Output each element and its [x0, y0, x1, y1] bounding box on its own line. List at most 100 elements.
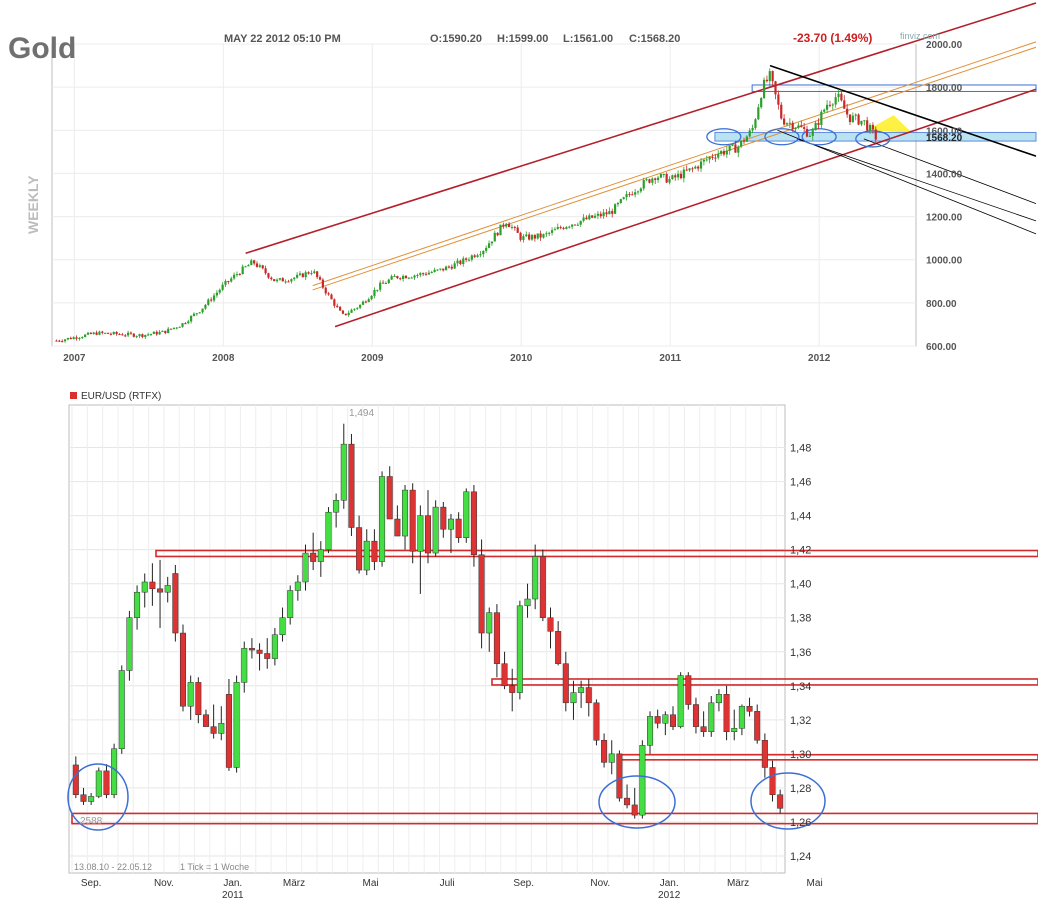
gold-candle: [115, 332, 118, 335]
eurusd-candle: [95, 770, 102, 797]
gold-candle: [465, 258, 468, 260]
gold-candle: [381, 282, 385, 284]
gold-candle: [757, 107, 760, 120]
gold-candle: [470, 255, 473, 260]
gold-candle: [109, 333, 112, 335]
eurusd-candle: [88, 796, 95, 802]
eurusd-x-tick: Mai: [363, 878, 379, 889]
eurusd-candle: [616, 753, 623, 799]
eurusd-candle: [547, 617, 554, 632]
gold-candle: [765, 79, 769, 82]
gold-candle: [356, 307, 359, 309]
eurusd-band-126: [71, 812, 1038, 825]
gold-candle: [602, 212, 605, 217]
gold-candle: [204, 304, 207, 309]
eurusd-candle: [325, 511, 332, 550]
gold-candle: [682, 169, 685, 179]
eurusd-y-axis: 1,48 1,46 1,44 1,42 1,40 1,38 1,36 1,34 1,32 1,30…: [790, 443, 811, 863]
gold-candle: [424, 273, 428, 275]
gold-candle: [399, 278, 402, 280]
gold-candle: [112, 332, 115, 335]
eurusd-candle: [723, 694, 730, 732]
gold-candle: [539, 233, 542, 238]
gold-candle: [525, 234, 528, 237]
gold-candle: [651, 178, 654, 183]
eurusd-candle: [578, 687, 585, 693]
gold-candle: [95, 332, 98, 335]
gold-candle: [69, 337, 72, 340]
gold-candle: [685, 169, 688, 171]
gold-candle: [147, 334, 150, 336]
eurusd-candle: [118, 670, 125, 750]
eurusd-candle: [754, 711, 761, 741]
eurusd-candle: [562, 663, 569, 704]
eurusd-candle: [524, 598, 531, 607]
gold-candle: [169, 328, 173, 330]
eurusd-candle: [738, 705, 745, 729]
eurusd-candle: [202, 714, 209, 727]
eurusd-candle: [585, 687, 592, 704]
eurusd-candle: [624, 797, 631, 806]
gold-candle: [711, 156, 714, 158]
gold-x-tick: 2011: [659, 353, 681, 364]
gold-candle: [167, 328, 170, 334]
gold-candle: [121, 334, 124, 336]
gold-candle: [771, 71, 774, 82]
gold-source[interactable]: finviz.com: [900, 31, 940, 41]
eurusd-candle: [654, 716, 661, 724]
gold-candle: [104, 332, 107, 334]
gold-candle: [719, 151, 723, 154]
gold-candle: [55, 340, 58, 342]
gold-candle: [210, 299, 213, 301]
gold-candle: [459, 260, 462, 265]
eurusd-peak-label: 1,494: [349, 408, 374, 419]
gold-candle: [576, 224, 579, 226]
gold-support-ellipse: [764, 128, 800, 146]
eurusd-candle: [509, 685, 516, 693]
gold-candle: [430, 271, 433, 273]
eurusd-plot-area: [68, 404, 786, 874]
gold-candle: [316, 271, 319, 278]
gold-candle: [777, 94, 780, 105]
gold-candle: [717, 153, 720, 158]
gold-candle: [553, 229, 557, 231]
gold-candle: [304, 272, 307, 278]
gold-candle: [794, 127, 797, 130]
gold-candle: [124, 335, 127, 337]
gold-candle: [662, 173, 665, 175]
gold-support-ellipse: [706, 128, 742, 146]
gold-candle: [255, 263, 259, 267]
eurusd-support-ellipse: [750, 772, 826, 830]
eurusd-x-tick: Mai: [807, 878, 823, 889]
gold-x-tick: 2008: [212, 353, 235, 364]
gold-candle: [834, 97, 837, 105]
gold-candle: [542, 234, 545, 238]
eurusd-candle: [685, 675, 692, 705]
eurusd-y-tick: 1,42: [790, 545, 811, 557]
gold-candle: [149, 333, 153, 335]
gold-inner-channel-1: [312, 41, 1037, 287]
gold-last-price: 1568.20: [926, 133, 963, 144]
eurusd-x-tick: März: [283, 878, 305, 889]
gold-plot-area: [51, 43, 917, 347]
eurusd-candle: [103, 770, 110, 795]
gold-candle: [215, 292, 218, 296]
eurusd-candle: [708, 702, 715, 732]
eurusd-y-tick: 1,40: [790, 579, 811, 591]
eurusd-y-tick: 1,36: [790, 647, 811, 659]
gold-candle: [493, 232, 496, 242]
gold-candle: [513, 226, 516, 228]
gold-candle: [81, 337, 84, 339]
gold-candle: [442, 268, 445, 271]
gold-candle: [745, 136, 748, 142]
gold-candle: [261, 265, 264, 269]
gold-candle: [851, 115, 854, 123]
eurusd-candle: [279, 617, 286, 635]
gold-candle: [416, 274, 419, 276]
eurusd-x-tick-year: 2011: [222, 890, 244, 901]
gold-candle: [754, 119, 757, 128]
eurusd-x-tick: Sep.: [513, 878, 534, 889]
gold-candle: [201, 308, 204, 313]
gold-candle: [138, 334, 141, 337]
gold-candle: [671, 175, 674, 180]
